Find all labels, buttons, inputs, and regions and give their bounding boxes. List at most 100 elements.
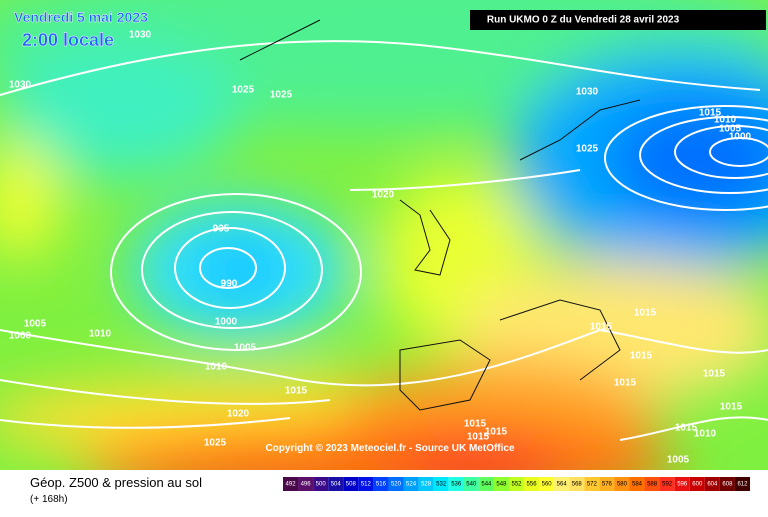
scale-label: 536 [451,482,462,488]
scale-label: 528 [421,482,432,488]
scale-swatch [418,477,434,491]
isobar-label: 1025 [576,144,599,155]
scale-swatch [478,477,494,491]
scale-label: 552 [511,482,522,488]
copyright: Copyright © 2023 Meteociel.fr - Source U… [265,443,515,454]
isobar-label: 1030 [9,80,32,91]
scale-swatch [298,477,314,491]
footer-lead: (+ 168h) [30,494,68,505]
scale-swatch [283,477,299,491]
isobar-label: 1015 [590,322,613,333]
isobar-label: 1020 [227,409,250,420]
scale-label: 588 [647,482,658,488]
scale-label: 544 [481,482,492,488]
scale-swatch [328,477,344,491]
scale-swatch [313,477,329,491]
isobar-label: 1030 [129,30,152,41]
isobar-label: 1020 [372,190,395,201]
scale-swatch [433,477,449,491]
scale-swatch [719,477,735,491]
scale-label: 604 [707,482,718,488]
scale-label: 516 [376,482,387,488]
scale-label: 556 [527,482,538,488]
scale-swatch [734,477,750,491]
scale-label: 564 [557,482,568,488]
isobar-label: 1015 [720,402,743,413]
scale-label: 592 [662,482,673,488]
isobar-label: 1010 [89,329,112,340]
isobar-label: 1015 [634,308,657,319]
scale-swatch [704,477,720,491]
scale-label: 504 [331,482,342,488]
scale-swatch [343,477,359,491]
isobar-label: 1005 [24,319,47,330]
footer-title: Géop. Z500 & pression au sol [30,475,202,490]
time-label: 2:00 locale [22,30,114,50]
isobar-label: 1015 [485,427,508,438]
scale-label: 600 [692,482,703,488]
scale-swatch [508,477,525,491]
scale-label: 612 [737,482,748,488]
scale-swatch [584,477,600,491]
scale-label: 576 [602,482,613,488]
isobar-label: 1015 [699,108,722,119]
isobar-label: 1015 [467,432,490,443]
scale-label: 524 [406,482,417,488]
isobar-label: 1025 [270,90,293,101]
isobar-label: 1030 [576,87,599,98]
scale-label: 560 [542,482,553,488]
isobar-label: 1015 [464,419,487,430]
scale-label: 520 [391,482,402,488]
isobar-label: 1005 [667,455,690,466]
isobar-label: 1000 [729,132,752,143]
run-label: Run UKMO 0 Z du Vendredi 28 avril 2023 [487,15,680,26]
isobar-label: 1015 [614,378,637,389]
isobar-label: 1025 [232,85,255,96]
isobar-label: 1015 [630,351,653,362]
scale-label: 584 [632,482,643,488]
isobar-label: 1015 [675,423,698,434]
scale-label: 580 [617,482,628,488]
scale-swatch [448,477,464,491]
scale-label: 496 [301,482,312,488]
isobar-label: 1010 [694,429,717,440]
isobar-label: 1010 [205,362,228,373]
scale-swatch [599,477,615,491]
scale-swatch [569,477,585,491]
scale-swatch [524,477,540,491]
scale-swatch [373,477,389,491]
isobar-label: 1005 [234,343,257,354]
scale-label: 512 [361,482,372,488]
isobar-label: 1025 [204,438,227,449]
scale-swatch [358,477,374,491]
scale-swatch [539,477,555,491]
isobar-label: 1010 [714,115,737,126]
scale-swatch [689,477,705,491]
scale-swatch [493,477,509,491]
isobar-label: 1000 [9,331,32,342]
scale-swatch [463,477,479,491]
scale-swatch [403,477,419,491]
date-label: Vendredi 5 mai 2023 [14,9,148,25]
scale-label: 596 [677,482,688,488]
scale-swatch [388,477,404,491]
scale-label: 540 [466,482,477,488]
scale-label: 548 [496,482,507,488]
isobar-label: 990 [221,279,238,290]
scale-swatch [614,477,630,491]
scale-swatch [659,477,675,491]
scale-label: 568 [572,482,583,488]
isobar-label: 1015 [703,369,726,380]
isobar-label: 1005 [719,124,742,135]
color-scale: 492 496 500 504 508 512 516 520 524 528 532 536 540 5… [283,477,750,491]
scale-swatch [554,477,570,491]
scale-label: 572 [587,482,598,488]
scale-swatch [674,477,690,491]
scale-swatch [644,477,660,491]
scale-label: 508 [346,482,357,488]
isobar-label: 1000 [215,317,238,328]
scale-swatch [629,477,645,491]
scale-label: 532 [436,482,447,488]
